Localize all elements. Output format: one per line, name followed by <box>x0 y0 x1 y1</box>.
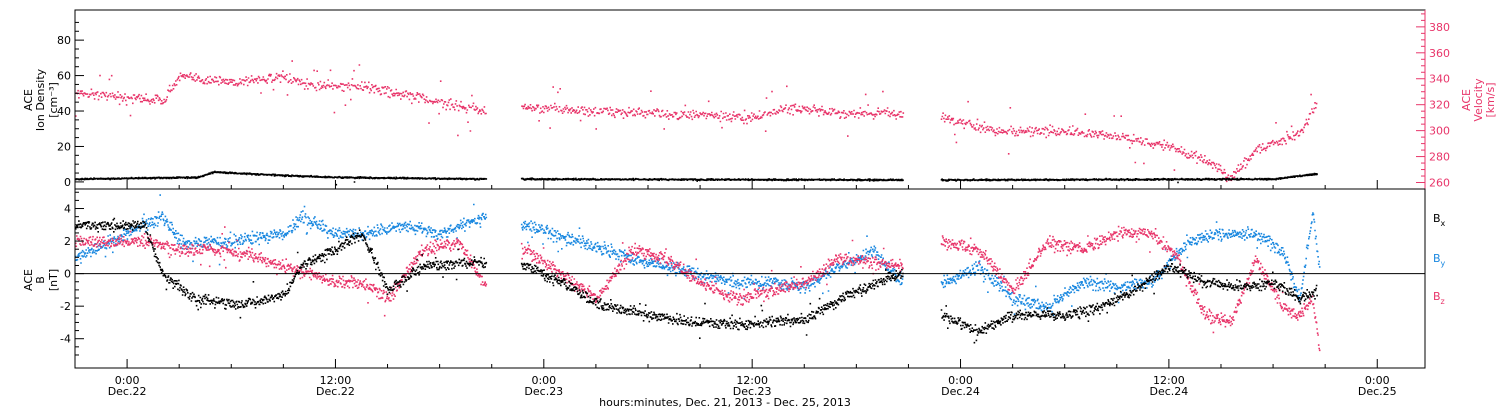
by-series <box>75 194 1321 316</box>
velocity-tick-label: 280 <box>1429 151 1450 164</box>
velocity-label-line-3: [km/s] <box>1484 82 1497 117</box>
density-label-line-1: ACE <box>22 89 35 111</box>
bottom-panel-axes: -4 -2 0 2 4 <box>60 188 1426 369</box>
field-tick-label: -4 <box>60 333 71 346</box>
x-tick-date: Dec.23 <box>524 385 563 398</box>
bx-series <box>75 217 1318 344</box>
field-label-line-1: ACE <box>22 269 35 291</box>
x-axis-title: hours:minutes, Dec. 21, 2013 - Dec. 25, … <box>599 396 851 409</box>
velocity-tick-label: 320 <box>1429 99 1450 112</box>
field-legend: Bx By Bz <box>1433 212 1446 306</box>
density-label-line-2: Ion Density <box>34 68 47 131</box>
field-tick-label: 2 <box>64 235 71 248</box>
density-label-line-3: [cm⁻³] <box>47 82 60 118</box>
x-tick-label: 0:00 <box>948 374 973 387</box>
x-tick-label: 12:00 <box>736 374 768 387</box>
top-panel-series <box>75 60 1318 186</box>
bottom-panel-magnetic-field: -4 -2 0 2 4 <box>60 188 1426 369</box>
legend-subscript: z <box>1441 297 1445 306</box>
legend-subscript: y <box>1441 259 1446 268</box>
legend-by: By <box>1433 252 1446 268</box>
top-panel-axes: 0 20 40 60 80 260 280 300 320 340 360 380 <box>57 9 1450 190</box>
bottom-panel-frame <box>74 188 1426 369</box>
velocity-tick-label: 340 <box>1429 73 1450 86</box>
x-tick-label: 0:00 <box>531 374 556 387</box>
x-tick-label: 12:00 <box>1153 374 1185 387</box>
field-tick-label: -2 <box>60 300 71 313</box>
x-tick-date: Dec.22 <box>316 385 355 398</box>
x-tick-date: Dec.24 <box>941 385 980 398</box>
x-tick-date: Dec.25 <box>1358 385 1397 398</box>
density-tick-label: 20 <box>57 140 71 153</box>
x-tick-label: 0:00 <box>115 374 140 387</box>
velocity-tick-label: 260 <box>1429 177 1450 190</box>
velocity-tick-label: 380 <box>1429 21 1450 34</box>
density-series <box>75 170 1318 186</box>
x-axis: hours:minutes, Dec. 21, 2013 - Dec. 25, … <box>74 180 1397 409</box>
field-tick-label: 0 <box>64 268 71 281</box>
legend-bz: Bz <box>1433 290 1445 306</box>
top-panel-density-velocity: 0 20 40 60 80 260 280 300 320 340 360 380 <box>57 9 1450 190</box>
density-tick-label: 80 <box>57 34 71 47</box>
x-tick-date: Dec.23 <box>733 385 772 398</box>
field-label-line-2: B <box>34 276 47 284</box>
x-tick-date: Dec.22 <box>108 385 147 398</box>
x-tick-date: Dec.24 <box>1150 385 1189 398</box>
density-tick-label: 40 <box>57 105 71 118</box>
top-panel-frame <box>74 9 1426 190</box>
velocity-label-line-2: Velocity <box>1472 78 1485 122</box>
legend-subscript: x <box>1441 219 1446 228</box>
field-tick-label: 4 <box>64 203 71 216</box>
x-tick-label: 0:00 <box>1365 374 1390 387</box>
field-label-line-3: [nT] <box>47 269 60 291</box>
y-axis-labels: ACE Ion Density [cm⁻³] ACE Velocity [km/… <box>22 68 1497 291</box>
bottom-panel-series <box>75 194 1321 352</box>
legend-bx: Bx <box>1433 212 1446 228</box>
velocity-tick-label: 360 <box>1429 47 1450 60</box>
density-tick-label: 0 <box>64 176 71 189</box>
velocity-tick-label: 300 <box>1429 125 1450 138</box>
x-tick-label: 12:00 <box>320 374 352 387</box>
velocity-series <box>75 60 1318 183</box>
velocity-label-line-1: ACE <box>1460 89 1473 111</box>
density-tick-label: 60 <box>57 70 71 83</box>
